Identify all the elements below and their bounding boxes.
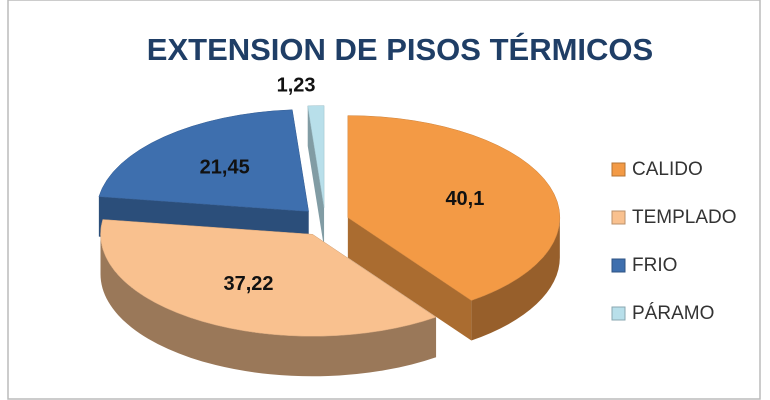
data-label: 40,1	[445, 188, 484, 210]
legend-label: TEMPLADO	[632, 207, 737, 228]
slice-side	[100, 234, 437, 377]
slice-top	[98, 109, 309, 212]
slice	[307, 105, 325, 248]
slice	[347, 115, 561, 341]
legend-swatch	[611, 258, 626, 273]
slice-cut-face	[307, 105, 325, 248]
slice-top	[347, 115, 561, 301]
legend-label: FRIO	[632, 255, 677, 276]
slice-side	[471, 217, 560, 341]
legend-label: PÁRAMO	[632, 303, 714, 324]
legend-label: CALIDO	[632, 159, 703, 180]
legend-swatch	[611, 210, 626, 225]
data-label: 1,23	[277, 74, 316, 96]
slice-cut-face	[347, 217, 472, 341]
legend-swatch	[611, 162, 626, 177]
data-label: 21,45	[200, 157, 250, 179]
legend-swatch	[611, 306, 626, 321]
slice-top	[307, 105, 325, 208]
data-label: 37,22	[223, 273, 273, 295]
chart-title: EXTENSION DE PISOS TÉRMICOS	[147, 32, 653, 67]
slice-top	[100, 219, 437, 337]
slice	[100, 219, 437, 377]
